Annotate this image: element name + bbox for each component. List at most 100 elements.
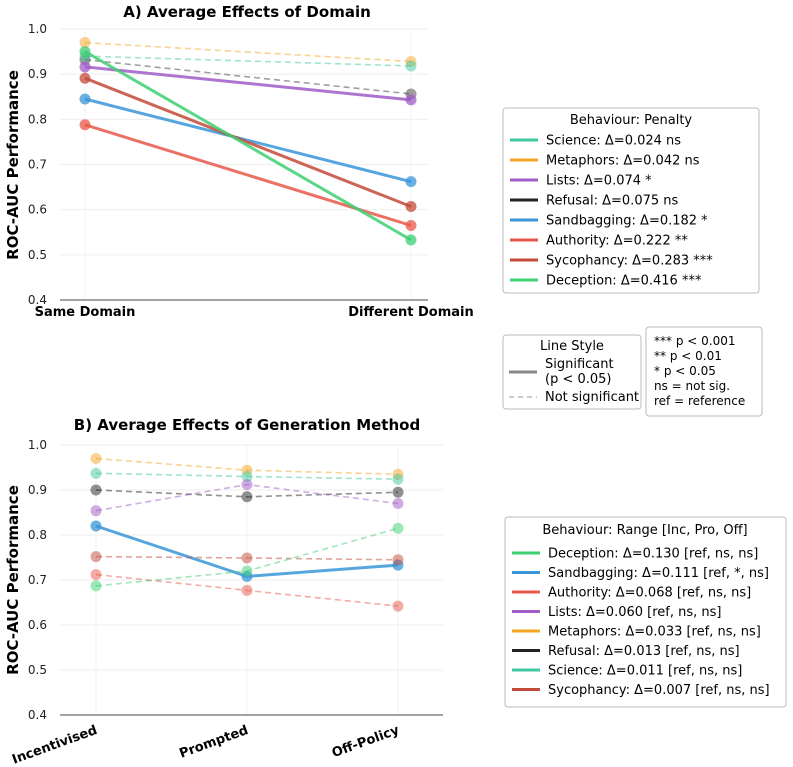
legend-entry-sycophancy: Sycophancy: Δ=0.283 *** [546,254,713,269]
point-lists-incentivised [90,505,102,517]
series-line-sandbagging [84,97,412,184]
note-p01: ** p < 0.01 [654,349,722,363]
ytick-label: 0.9 [28,483,47,497]
legend-entry-sandbagging: Sandbagging: Δ=0.182 * [546,214,708,229]
legend-entry-deception: Deception: Δ=0.130 [ref, ns, ns] [548,547,758,562]
significant-threshold-label: (p < 0.05) [545,372,612,387]
point-science-different-domain [405,60,417,72]
panel-b-generation-chart: B) Average Effects of Generation Method … [4,416,443,767]
point-refusal-off-policy [392,486,404,498]
panel-b-ylabel: ROC-AUC Performance [4,485,22,675]
point-lists-different-domain [405,94,417,106]
panel-a-ylabel: ROC-AUC Performance [4,70,22,260]
panel-a-domain-chart: A) Average Effects of Domain ROC-AUC Per… [4,3,474,320]
point-deception-off-policy [392,522,404,534]
legend-entry-metaphors: Metaphors: Δ=0.033 [ref, ns, ns] [548,625,761,640]
point-metaphors-same-domain [79,37,91,49]
point-sycophancy-same-domain [79,72,91,84]
ytick-label: 1.0 [28,22,47,36]
note-p001: *** p < 0.001 [654,334,735,348]
series-line-deception [84,50,412,242]
point-deception-incentivised [90,580,102,592]
panel-b-xtick-off-policy: Off-Policy [330,723,402,761]
point-authority-prompted [241,584,253,596]
point-science-off-policy [392,473,404,485]
ytick-label: 0.6 [28,618,47,632]
series-line-science [84,55,412,67]
ytick-label: 0.4 [28,708,47,722]
ytick-label: 0.6 [28,203,47,217]
panel-b-legend: Behaviour: Range [Inc, Pro, Off] Decepti… [504,516,787,708]
note-ref: ref = reference [654,394,745,408]
point-lists-off-policy [392,498,404,509]
legend-entry-science: Science: Δ=0.024 ns [546,134,681,149]
point-sycophancy-incentivised [90,551,102,563]
panel-b-legend-title: Behaviour: Range [Inc, Pro, Off] [542,523,747,538]
ytick-label: 0.9 [28,67,47,81]
legend-entry-lists: Lists: Δ=0.060 [ref, ns, ns] [548,605,721,620]
series-line-metaphors [84,41,412,63]
panel-a-yticks: 0.4 0.5 0.6 0.7 0.8 0.9 1.0 [28,22,47,307]
ytick-label: 0.8 [28,112,47,126]
legend-entry-metaphors: Metaphors: Δ=0.042 ns [546,154,700,169]
point-sandbagging-different-domain [405,176,417,188]
note-ns: ns = not sig. [654,379,730,393]
line-style-legend-box [502,334,642,410]
series-line-refusal [84,58,412,95]
panel-b-yticks: 0.4 0.5 0.6 0.7 0.8 0.9 1.0 [28,438,47,722]
point-science-incentivised [90,467,102,479]
legend-entry-authority: Authority: Δ=0.068 [ref, ns, ns] [548,586,751,601]
legend-entry-deception: Deception: Δ=0.416 *** [546,274,702,289]
point-lists-prompted [241,479,253,491]
point-sandbagging-same-domain [79,93,91,105]
panel-b-xtick-prompted: Prompted [178,723,251,762]
ytick-label: 0.7 [28,573,47,587]
line-style-legend: Line Style Significant (p < 0.05) Not si… [502,334,642,410]
legend-entry-refusal: Refusal: Δ=0.013 [ref, ns, ns] [548,644,740,659]
ytick-label: 0.8 [28,528,47,542]
point-authority-different-domain [405,219,417,231]
panel-a-xtick-different-domain: Different Domain [348,305,474,320]
legend-entry-sandbagging: Sandbagging: Δ=0.111 [ref, *, ns] [548,566,769,581]
not-significant-label: Not significant [545,390,639,405]
ytick-label: 1.0 [28,438,47,452]
ytick-label: 0.7 [28,158,47,172]
point-authority-incentivised [90,569,102,581]
legend-entry-sycophancy: Sycophancy: Δ=0.007 [ref, ns, ns] [548,683,770,698]
point-refusal-incentivised [90,484,102,496]
point-deception-same-domain [79,46,91,58]
legend-entry-authority: Authority: Δ=0.222 ** [546,234,688,249]
significance-notes-box [645,326,763,417]
significant-label: Significant [545,357,614,372]
point-refusal-prompted [241,491,253,503]
panel-b-xtick-incentivised: Incentivised [10,723,99,767]
point-sycophancy-off-policy [392,554,404,566]
point-deception-different-domain [405,234,417,246]
point-sycophancy-different-domain [405,201,417,213]
legend-entry-refusal: Refusal: Δ=0.075 ns [546,194,678,209]
point-metaphors-incentivised [90,453,102,464]
point-sandbagging-incentivised [90,520,102,532]
panel-b-legend-box [504,516,787,708]
point-science-prompted [241,471,253,482]
panel-a-title: A) Average Effects of Domain [123,3,371,21]
significance-notes: *** p < 0.001 ** p < 0.01 * p < 0.05 ns … [645,326,763,417]
panel-b-series-points [90,453,404,612]
ytick-label: 0.4 [28,293,47,307]
ytick-label: 0.5 [28,663,47,677]
point-authority-off-policy [392,600,404,612]
point-lists-same-domain [79,61,91,73]
legend-entry-lists: Lists: Δ=0.074 * [546,174,652,189]
panel-a-legend: Behaviour: Penalty Science: Δ=0.024 ns Me… [502,107,760,294]
panel-b-title: B) Average Effects of Generation Method [74,416,420,434]
point-authority-same-domain [79,119,91,131]
ytick-label: 0.5 [28,248,47,262]
panel-a-legend-title: Behaviour: Penalty [570,113,693,128]
panel-a-series-lines [84,41,412,242]
legend-entry-science: Science: Δ=0.011 [ref, ns, ns] [548,664,742,679]
note-p05: * p < 0.05 [654,364,716,378]
line-style-title: Line Style [540,339,604,354]
point-sycophancy-prompted [241,552,253,564]
panel-a-xtick-same-domain: Same Domain [35,305,136,320]
